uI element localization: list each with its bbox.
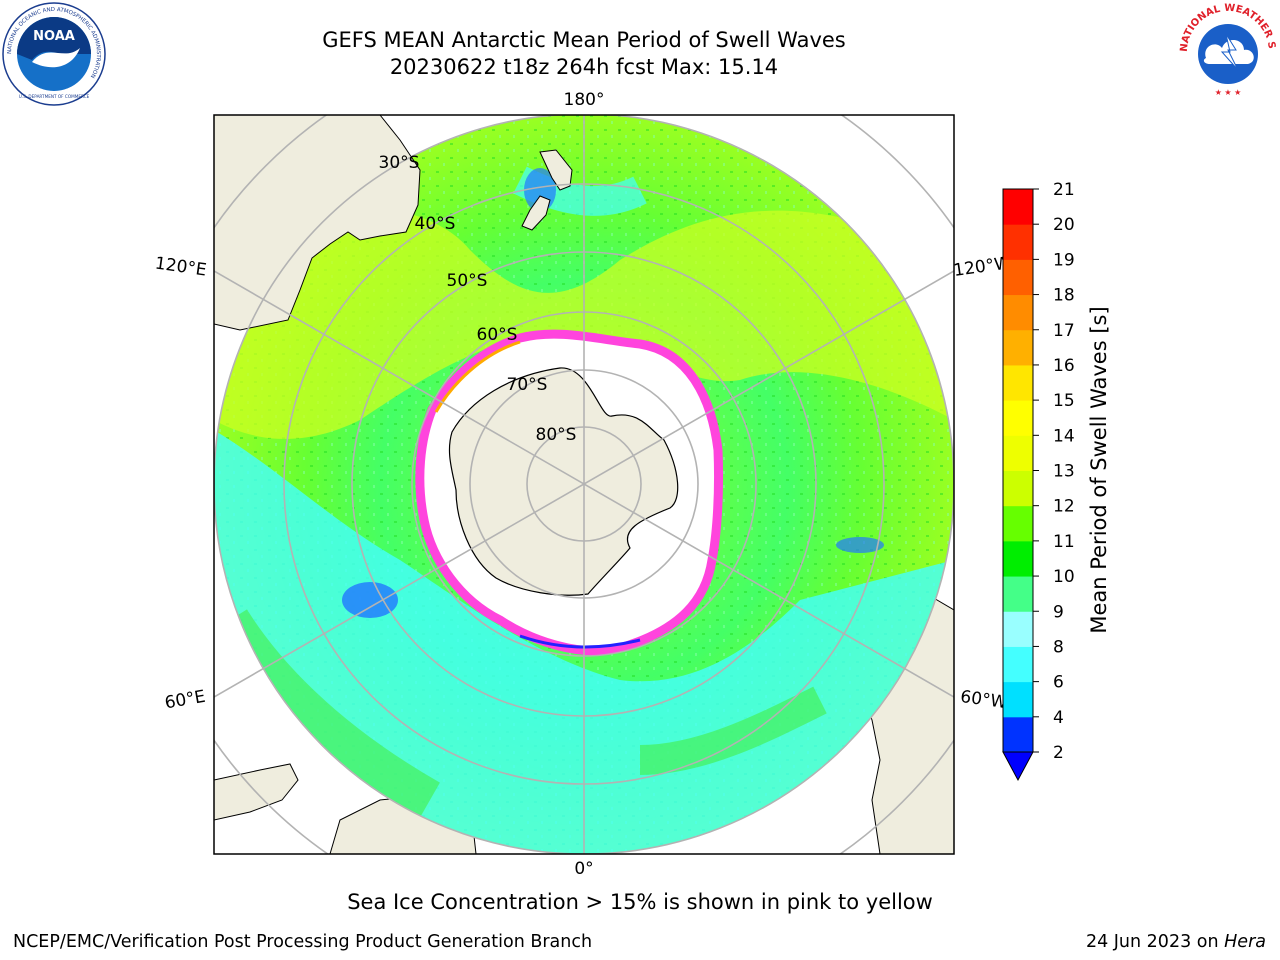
nws-logo: NATIONAL WEATHER SERVICE ★ ★ ★ bbox=[1176, 0, 1278, 102]
colorbar-tick-label: 6 bbox=[1053, 673, 1064, 693]
colorbar-segment bbox=[1003, 400, 1033, 436]
colorbar-tick-label: 19 bbox=[1053, 250, 1075, 270]
swell-low-region bbox=[214, 430, 954, 854]
lon-label-60w: 60°W bbox=[959, 687, 1008, 713]
lon-label-120e: 120°E bbox=[154, 254, 208, 281]
colorbar-tick-label: 21 bbox=[1053, 180, 1075, 200]
land-australia-main bbox=[214, 115, 421, 331]
footer-host: Hera bbox=[1224, 932, 1266, 952]
lon-label-180: 180° bbox=[564, 90, 605, 110]
colorbar-segment bbox=[1003, 189, 1033, 225]
lat-label-70s: 70°S bbox=[507, 375, 548, 395]
colorbar-segment bbox=[1003, 576, 1033, 612]
svg-text:★ ★ ★: ★ ★ ★ bbox=[1215, 88, 1242, 97]
map-title: GEFS MEAN Antarctic Mean Period of Swell… bbox=[322, 28, 846, 52]
colorbar-segment bbox=[1003, 259, 1033, 296]
colorbar: 2 4 6 8 9 10 11 12 13 14 15 16 17 18 19 20 21 Mean Perio… bbox=[1002, 180, 1111, 782]
map-area bbox=[214, 115, 954, 854]
colorbar-segment bbox=[1003, 224, 1033, 260]
colorbar-tick-label: 14 bbox=[1053, 426, 1075, 446]
lat-label-80s: 80°S bbox=[536, 425, 577, 445]
noaa-wordmark: NOAA bbox=[33, 29, 75, 44]
colorbar-segment bbox=[1003, 329, 1033, 366]
colorbar-tick-label: 17 bbox=[1053, 321, 1075, 341]
land-new-zealand bbox=[521, 149, 573, 231]
graticule bbox=[214, 115, 954, 854]
map-frame bbox=[213, 114, 955, 855]
colorbar-segment bbox=[1003, 364, 1033, 401]
colorbar-segment bbox=[1003, 611, 1033, 647]
colorbar-tick-label: 11 bbox=[1053, 532, 1075, 552]
colorbar-segment bbox=[1003, 716, 1033, 753]
colorbar-label: Mean Period of Swell Waves [s] bbox=[1087, 306, 1111, 633]
lat-label-40s: 40°S bbox=[415, 214, 456, 234]
colorbar-tick-label: 2 bbox=[1053, 743, 1064, 763]
land-antarctica bbox=[448, 367, 679, 596]
colorbar-segment bbox=[1003, 505, 1033, 542]
colorbar-tick-label: 13 bbox=[1053, 462, 1075, 482]
colorbar-extend-triangle bbox=[1002, 751, 1034, 782]
lat-label-30s: 30°S bbox=[379, 153, 420, 173]
colorbar-segment bbox=[1003, 646, 1033, 683]
footer-date: 24 Jun 2023 on Hera bbox=[1086, 932, 1266, 952]
lon-label-0: 0° bbox=[574, 859, 593, 879]
sea-ice-caption: Sea Ice Concentration > 15% is shown in … bbox=[347, 890, 933, 914]
colorbar-segment bbox=[1003, 294, 1033, 331]
footer-date-text: 24 Jun 2023 on bbox=[1085, 932, 1225, 952]
colorbar-tick-label: 9 bbox=[1053, 602, 1064, 622]
colorbar-segment bbox=[1003, 681, 1033, 718]
colorbar-tick-label: 20 bbox=[1053, 215, 1075, 235]
colorbar-tick-label: 8 bbox=[1053, 637, 1064, 657]
footer-branch: NCEP/EMC/Verification Post Processing Pr… bbox=[13, 932, 593, 952]
map-subtitle: 20230622 t18z 264h fcst Max: 15.14 bbox=[389, 55, 779, 79]
colorbar-tick-label: 18 bbox=[1053, 286, 1075, 306]
colorbar-segment bbox=[1003, 435, 1033, 471]
colorbar-segment bbox=[1003, 540, 1033, 577]
colorbar-segment bbox=[1003, 470, 1033, 507]
lat-label-60s: 60°S bbox=[477, 325, 518, 345]
noaa-logo: NATIONAL OCEANIC AND ATMOSPHERIC ADMINIS… bbox=[2, 2, 106, 106]
colorbar-tick-label: 15 bbox=[1053, 391, 1075, 411]
lat-label-50s: 50°S bbox=[447, 271, 488, 291]
noaa-bottom-text: U.S. DEPARTMENT OF COMMERCE bbox=[19, 94, 90, 99]
colorbar-tick-label: 4 bbox=[1053, 708, 1064, 728]
colorbar-tick-label: 10 bbox=[1053, 567, 1075, 587]
colorbar-tick-label: 12 bbox=[1053, 497, 1075, 517]
colorbar-tick-label: 16 bbox=[1053, 356, 1075, 376]
lon-label-60e: 60°E bbox=[163, 687, 207, 714]
